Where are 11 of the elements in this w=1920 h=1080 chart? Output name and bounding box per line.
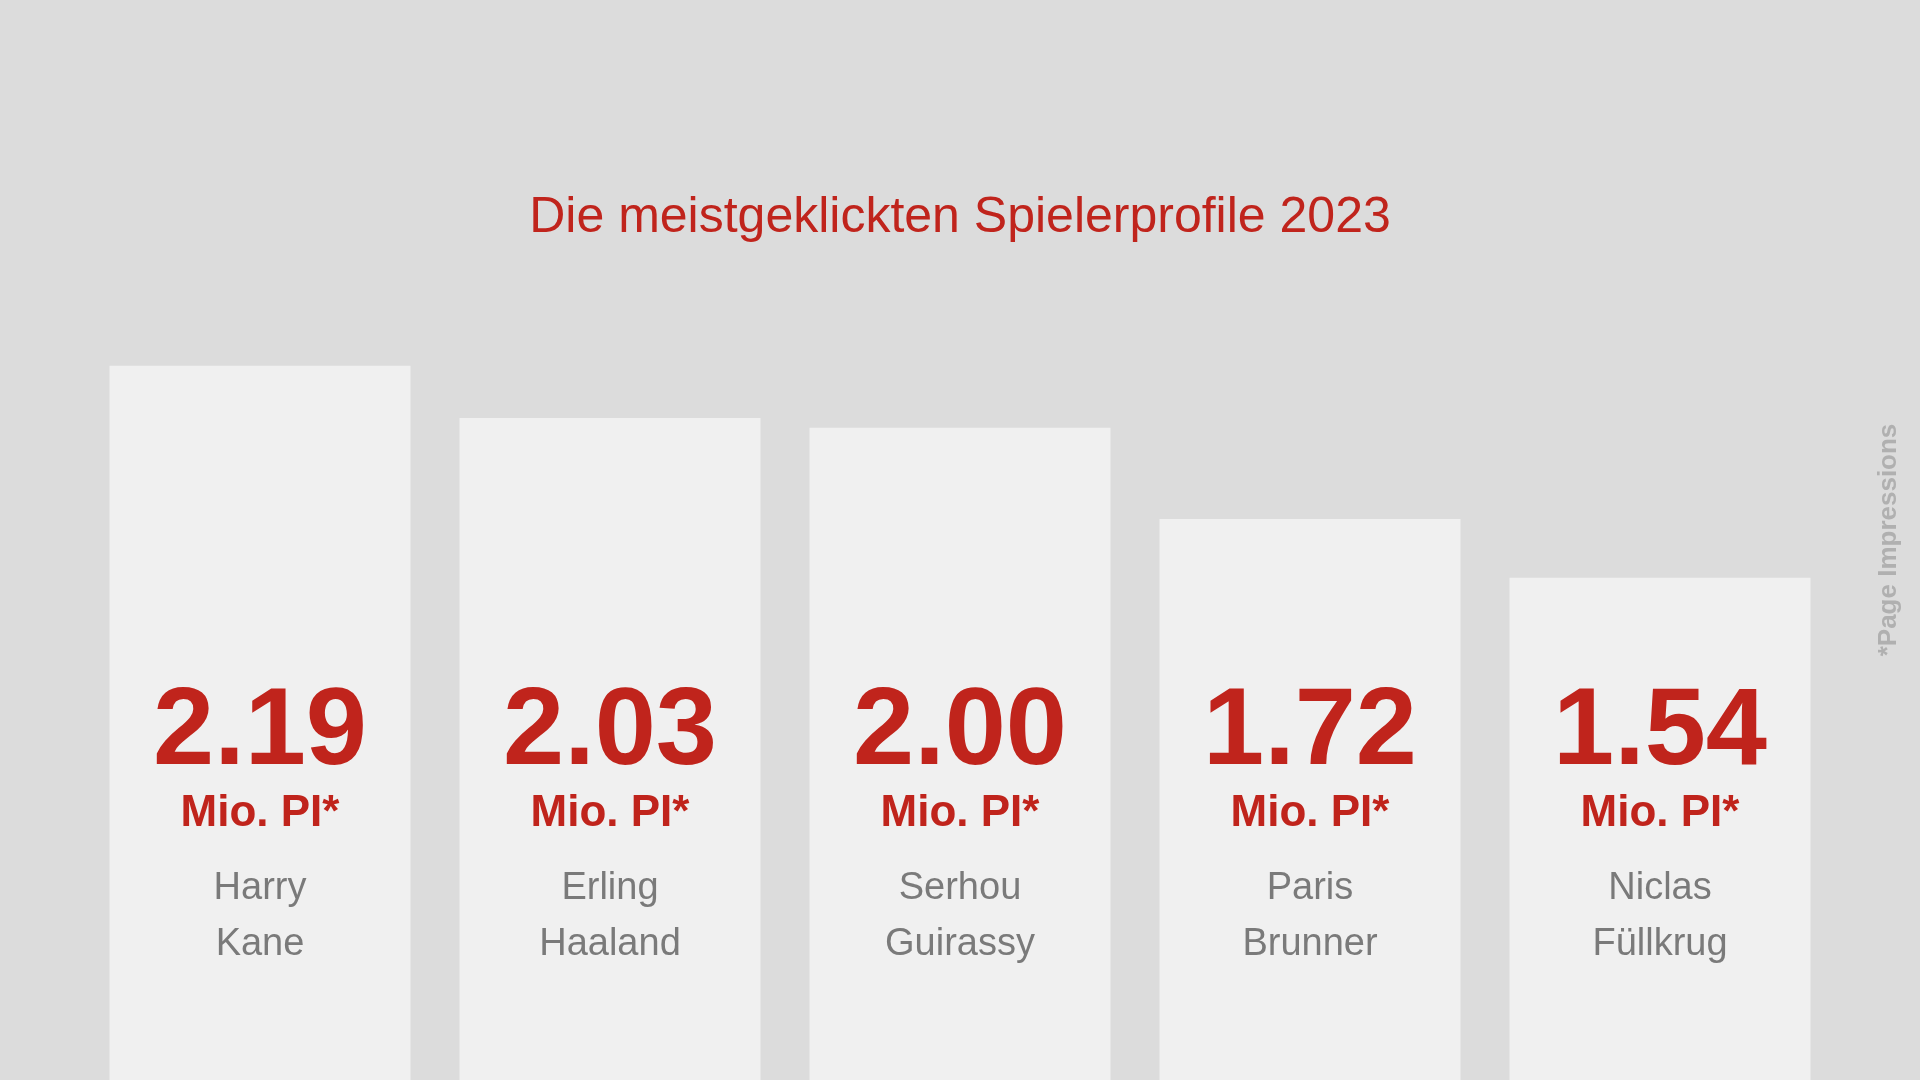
x-tick-label: Harry Kane	[213, 865, 307, 963]
x-tick-label: Serhou Guirassy	[885, 865, 1035, 963]
x-tick-label: Paris Brunner	[1242, 865, 1378, 963]
data-label: 2.19 Mio. PI*	[152, 663, 368, 835]
data-label: 2.03 Mio. PI*	[502, 663, 718, 835]
data-label: 1.54 Mio. PI*	[1552, 663, 1768, 835]
x-tick-label: Erling Haaland	[539, 865, 681, 963]
chart-title: Die meistgeklickten Spielerprofile 2023	[529, 187, 1391, 243]
data-label: 1.72 Mio. PI*	[1202, 663, 1418, 835]
x-tick-label: Niclas Füllkrug	[1592, 865, 1728, 963]
data-label: 2.00 Mio. PI*	[852, 663, 1068, 835]
